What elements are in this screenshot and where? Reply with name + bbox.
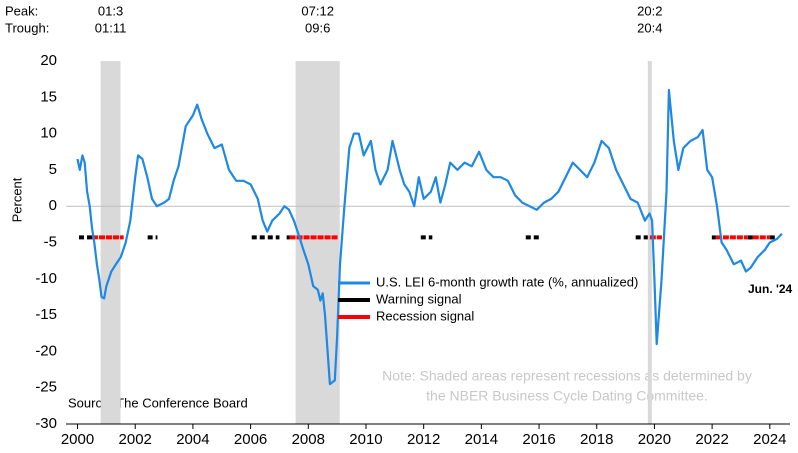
- x-tick-label: 2000: [61, 431, 94, 448]
- y-tick-label: -30: [35, 415, 57, 432]
- y-tick-label: 10: [40, 125, 57, 142]
- recession-trough: 20:4: [637, 20, 662, 35]
- y-axis-label: Percent: [9, 177, 24, 222]
- x-tick-label: 2022: [695, 431, 728, 448]
- x-tick-label: 2006: [234, 431, 267, 448]
- y-tick-label: -25: [35, 379, 57, 396]
- y-tick-label: 15: [40, 88, 57, 105]
- x-tick-label: 2016: [522, 431, 555, 448]
- legend-label: Warning signal: [376, 291, 462, 306]
- recession-trough: 09:6: [305, 20, 330, 35]
- y-tick-label: -15: [35, 306, 57, 323]
- series-line: [76, 88, 783, 386]
- recession-peak: 01:3: [98, 3, 123, 18]
- x-tick-label: 2018: [580, 431, 613, 448]
- x-tick-label: 2024: [753, 431, 786, 448]
- x-tick-label: 2004: [176, 431, 209, 448]
- note: the NBER Business Cycle Dating Committee…: [426, 388, 708, 404]
- recession-peak: 07:12: [301, 3, 334, 18]
- y-tick-label: 0: [49, 197, 57, 214]
- y-tick-label: -5: [44, 233, 57, 250]
- recession-shade: [100, 61, 121, 424]
- x-tick-label: 2014: [465, 431, 498, 448]
- x-tick-label: 2020: [638, 431, 671, 448]
- x-tick-label: 2010: [349, 431, 382, 448]
- peak-label: Peak:: [5, 3, 38, 18]
- annotation: Jun. '24: [748, 282, 793, 296]
- legend-label: Recession signal: [376, 308, 474, 323]
- source: Source: The Conference Board: [68, 395, 248, 410]
- x-tick-label: 2002: [119, 431, 152, 448]
- recession-shade: [295, 61, 340, 424]
- note: Note: Shaded areas represent recessions …: [382, 368, 752, 384]
- trough-label: Trough:: [5, 20, 49, 35]
- x-tick-label: 2008: [292, 431, 325, 448]
- y-tick-label: -10: [35, 270, 57, 287]
- recession-peak: 20:2: [637, 3, 662, 18]
- x-tick-label: 2012: [407, 431, 440, 448]
- recession-shade: [647, 61, 652, 424]
- y-tick-label: 5: [49, 161, 57, 178]
- y-tick-label: 20: [40, 52, 57, 69]
- recession-trough: 01:11: [95, 20, 127, 35]
- y-tick-label: -20: [35, 342, 57, 359]
- legend-label: U.S. LEI 6-month growth rate (%, annuali…: [376, 274, 638, 289]
